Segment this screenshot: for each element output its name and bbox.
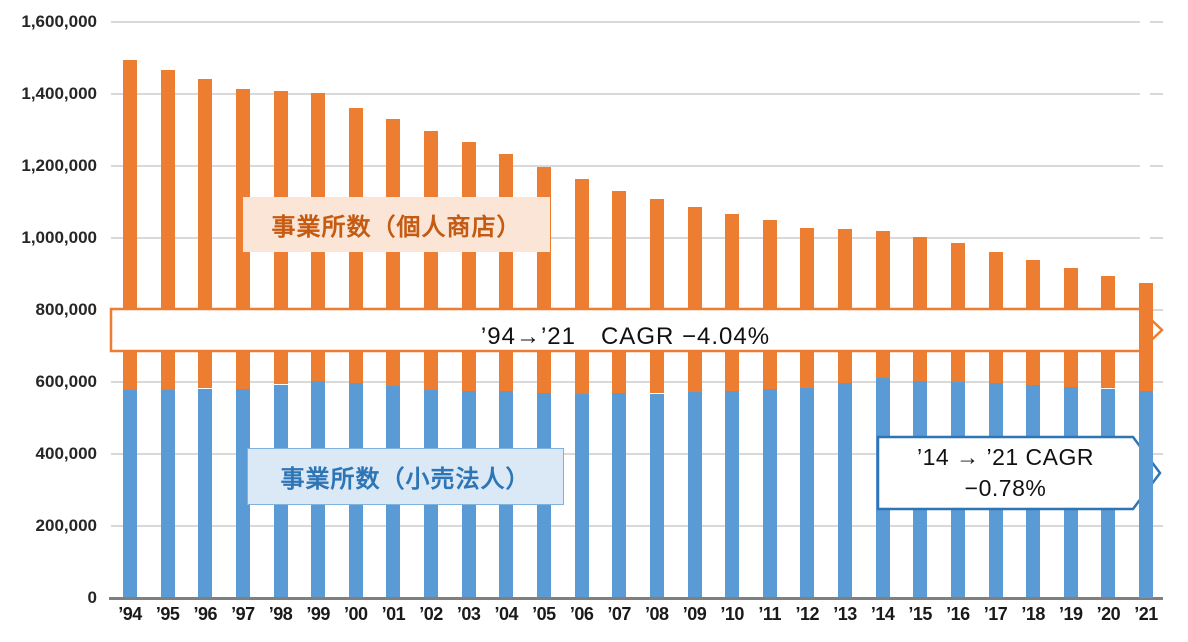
right-tick: [1150, 525, 1163, 527]
x-axis-label: ’97: [231, 604, 255, 624]
right-tick: [1150, 165, 1163, 167]
right-tick: [1150, 237, 1163, 239]
x-axis-label: ’05: [532, 604, 556, 624]
bar-segment-sole-proprietor: [461, 141, 476, 391]
corporate-cagr-line1: ’14 → ’21 CAGR: [916, 444, 1094, 470]
x-axis-label: ’20: [1096, 604, 1121, 624]
x-axis-label: ’10: [720, 604, 744, 624]
corporate-cagr-line2: −0.78%: [964, 475, 1047, 501]
x-axis-label: ’98: [268, 604, 293, 624]
x-axis-label: ’19: [1059, 604, 1083, 624]
x-axis-label: ’17: [983, 604, 1008, 624]
bar-segment-corporate: [649, 393, 664, 598]
bar-segment-corporate: [725, 391, 740, 598]
y-axis-label: 0: [87, 588, 97, 607]
bar-segment-sole-proprietor: [574, 179, 589, 394]
bar-segment-sole-proprietor: [123, 59, 137, 391]
right-tick: [1150, 21, 1163, 23]
gridline: [111, 93, 1140, 95]
overall-cagr-annotation: ’94→’21 CAGR −4.04%: [480, 323, 771, 350]
x-axis-label: ’03: [456, 604, 481, 624]
series-label-corporate: 事業所数（小売法人）: [247, 448, 564, 505]
x-axis-label: ’95: [155, 604, 180, 624]
bar-segment-sole-proprietor: [762, 220, 777, 389]
gridline: [111, 165, 1140, 167]
y-axis-label: 800,000: [35, 300, 97, 319]
bar-segment-corporate: [235, 389, 250, 598]
bar-segment-corporate: [198, 388, 213, 598]
y-axis-label: 1,400,000: [21, 84, 97, 103]
bar-segment-corporate: [687, 392, 702, 598]
bar-segment-corporate: [574, 393, 589, 598]
bar-segment-sole-proprietor: [424, 131, 438, 390]
x-axis-label: ’08: [645, 604, 669, 624]
gridline: [111, 21, 1140, 23]
y-axis-label: 200,000: [35, 516, 97, 535]
bar-segment-sole-proprietor: [687, 206, 702, 393]
x-axis-label: ’02: [419, 604, 443, 624]
x-axis-label: ’06: [569, 604, 594, 624]
x-axis-label: ’12: [795, 604, 820, 624]
bar-segment-sole-proprietor: [875, 230, 890, 378]
y-axis-label: 1,000,000: [21, 228, 97, 247]
bar-segment-sole-proprietor: [612, 190, 627, 394]
x-axis-label: ’07: [607, 604, 631, 624]
x-axis-label: ’00: [344, 604, 368, 624]
x-axis-label: ’21: [1134, 604, 1158, 624]
x-axis-label: ’01: [381, 604, 406, 624]
x-axis-label: ’14: [870, 604, 895, 624]
x-axis-label: ’11: [758, 604, 781, 624]
x-axis-label: ’96: [193, 604, 218, 624]
y-axis-label: 1,200,000: [21, 156, 97, 175]
bar-segment-corporate: [160, 389, 175, 598]
bar-segment-sole-proprietor: [1139, 282, 1153, 391]
bar-segment-sole-proprietor: [913, 236, 928, 381]
bar-segment-corporate: [123, 390, 137, 598]
corporate-cagr-annotation: ’14 → ’21 CAGR −0.78%: [878, 442, 1133, 504]
bar-segment-corporate: [1139, 391, 1153, 598]
x-axis-label: ’09: [682, 604, 707, 624]
x-axis-label: ’18: [1021, 604, 1045, 624]
x-axis-line: [109, 597, 1163, 600]
bar-segment-sole-proprietor: [499, 154, 514, 392]
bar-segment-corporate: [612, 393, 627, 598]
bar-segment-corporate: [762, 388, 777, 598]
x-axis-label: ’04: [494, 604, 519, 624]
x-axis-label: ’94: [118, 604, 142, 624]
y-axis-label: 1,600,000: [21, 12, 97, 31]
right-tick: [1150, 381, 1163, 383]
x-axis-label: ’13: [833, 604, 857, 624]
bar-segment-sole-proprietor: [838, 228, 852, 384]
bar-segment-corporate: [800, 388, 815, 598]
x-axis-label: ’16: [946, 604, 970, 624]
bar-segment-sole-proprietor: [950, 242, 965, 383]
x-axis-label: ’15: [908, 604, 932, 624]
series-label-sole-proprietor: 事業所数（個人商店）: [243, 197, 550, 252]
bar-segment-sole-proprietor: [649, 199, 664, 394]
right-tick: [1150, 93, 1163, 95]
bar-segment-sole-proprietor: [725, 214, 740, 392]
bar-segment-sole-proprietor: [800, 227, 815, 389]
y-axis-label: 600,000: [35, 372, 97, 391]
bar-segment-corporate: [838, 383, 852, 598]
x-axis-label: ’99: [306, 604, 330, 624]
y-axis-label: 400,000: [35, 444, 97, 463]
